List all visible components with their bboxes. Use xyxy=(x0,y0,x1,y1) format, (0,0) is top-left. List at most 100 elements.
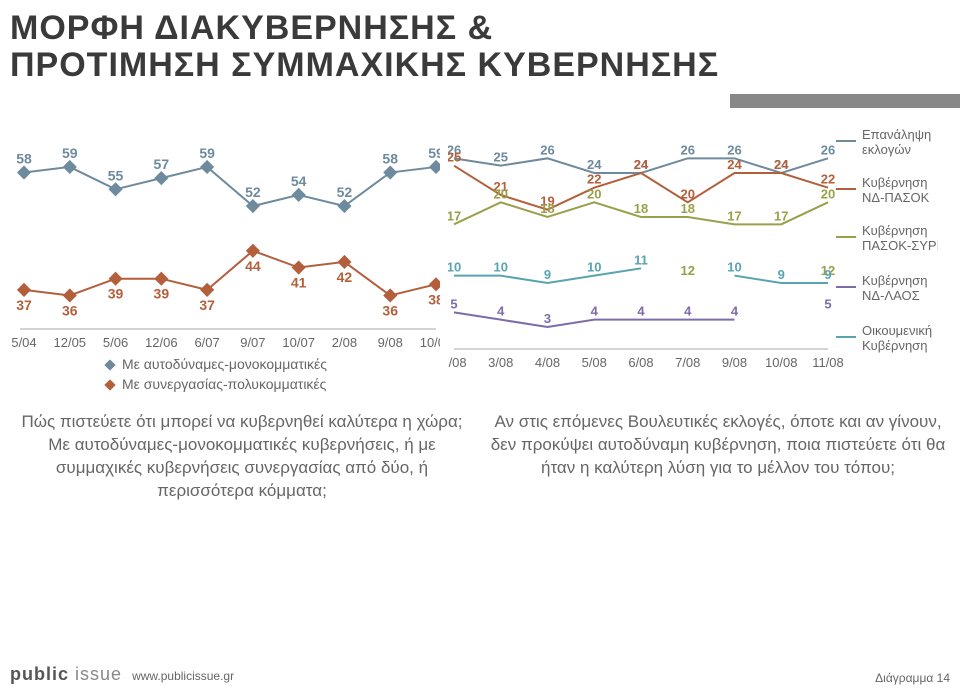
svg-text:9/08: 9/08 xyxy=(722,355,747,370)
svg-text:20: 20 xyxy=(681,186,695,201)
svg-text:38: 38 xyxy=(428,291,440,307)
svg-text:5/04: 5/04 xyxy=(11,335,36,350)
svg-text:10: 10 xyxy=(494,259,508,274)
svg-text:10/07: 10/07 xyxy=(282,335,315,350)
svg-text:10: 10 xyxy=(727,259,741,274)
svg-text:59: 59 xyxy=(199,145,215,161)
svg-text:9/08: 9/08 xyxy=(378,335,403,350)
svg-text:22: 22 xyxy=(821,171,835,186)
title-line-2: ΠΡΟΤΙΜΗΣΗ ΣΥΜΜΑΧΙΚΗΣ ΚΥΒΕΡΝΗΣΗΣ xyxy=(10,47,960,84)
svg-text:24: 24 xyxy=(634,157,649,172)
svg-text:9: 9 xyxy=(778,267,785,282)
svg-text:41: 41 xyxy=(291,274,307,290)
svg-text:55: 55 xyxy=(108,167,124,183)
svg-text:22: 22 xyxy=(587,171,601,186)
svg-text:18: 18 xyxy=(540,201,554,216)
svg-text:Με αυτοδύναμες-μονοκομματικές: Με αυτοδύναμες-μονοκομματικές xyxy=(122,356,327,372)
svg-text:10: 10 xyxy=(587,259,601,274)
svg-text:59: 59 xyxy=(428,145,440,161)
svg-text:59: 59 xyxy=(62,145,78,161)
svg-text:17: 17 xyxy=(774,208,788,223)
svg-text:18: 18 xyxy=(634,201,648,216)
svg-text:42: 42 xyxy=(337,269,353,285)
svg-text:39: 39 xyxy=(108,285,124,301)
brand: public issue www.publicissue.gr xyxy=(10,664,234,685)
slide-number: Διάγραμμα 14 xyxy=(875,671,950,685)
svg-text:58: 58 xyxy=(16,150,32,166)
svg-text:58: 58 xyxy=(382,150,398,166)
svg-text:6/08: 6/08 xyxy=(628,355,653,370)
footer-url: www.publicissue.gr xyxy=(132,669,234,683)
svg-text:ΝΔ-ΛΑΟΣ: ΝΔ-ΛΑΟΣ xyxy=(862,288,920,303)
svg-text:36: 36 xyxy=(382,302,398,318)
svg-text:3: 3 xyxy=(544,311,551,326)
svg-text:17: 17 xyxy=(448,208,461,223)
svg-text:24: 24 xyxy=(727,157,742,172)
svg-text:5/08: 5/08 xyxy=(582,355,607,370)
svg-text:25: 25 xyxy=(448,149,461,164)
svg-text:39: 39 xyxy=(154,285,170,301)
svg-text:24: 24 xyxy=(774,157,789,172)
svg-text:4: 4 xyxy=(637,303,645,318)
svg-text:17: 17 xyxy=(727,208,741,223)
svg-text:12: 12 xyxy=(681,263,695,278)
svg-text:36: 36 xyxy=(62,302,78,318)
svg-text:11/08: 11/08 xyxy=(812,355,844,370)
svg-text:4: 4 xyxy=(591,303,599,318)
svg-text:4: 4 xyxy=(731,303,739,318)
svg-text:26: 26 xyxy=(727,142,741,157)
svg-text:52: 52 xyxy=(245,184,261,200)
svg-text:9/07: 9/07 xyxy=(240,335,265,350)
svg-text:20: 20 xyxy=(494,186,508,201)
svg-text:52: 52 xyxy=(337,184,353,200)
title-line-1: ΜΟΡΦΗ ΔΙΑΚΥΒΕΡΝΗΣΗΣ & xyxy=(10,10,960,47)
svg-text:11: 11 xyxy=(634,252,648,267)
svg-text:6/07: 6/07 xyxy=(194,335,219,350)
footer: public issue www.publicissue.gr Διάγραμμ… xyxy=(10,664,950,685)
svg-text:37: 37 xyxy=(16,297,32,313)
svg-text:2/08: 2/08 xyxy=(448,355,467,370)
svg-text:Κυβέρνηση: Κυβέρνηση xyxy=(862,273,927,288)
brand-light: issue xyxy=(75,664,122,684)
title-accent-bar xyxy=(730,94,960,108)
svg-text:Επανάληψη: Επανάληψη xyxy=(862,127,931,142)
svg-text:20: 20 xyxy=(587,186,601,201)
svg-text:Οικουμενική: Οικουμενική xyxy=(862,323,932,338)
right-line-chart: 2625262424262624262521192224202424221720… xyxy=(448,119,938,399)
svg-text:10/08: 10/08 xyxy=(420,335,440,350)
svg-text:5: 5 xyxy=(450,296,457,311)
svg-text:εκλογών: εκλογών xyxy=(862,142,911,157)
svg-text:4/08: 4/08 xyxy=(535,355,560,370)
svg-text:10: 10 xyxy=(448,259,461,274)
svg-text:Κυβέρνηση: Κυβέρνηση xyxy=(862,175,927,190)
charts-row: 5859555759525452585937363939374441423638… xyxy=(0,91,960,399)
svg-text:37: 37 xyxy=(199,297,215,313)
svg-text:Κυβέρνηση: Κυβέρνηση xyxy=(862,223,927,238)
svg-text:12/06: 12/06 xyxy=(145,335,178,350)
svg-text:9: 9 xyxy=(824,267,831,282)
svg-text:7/08: 7/08 xyxy=(675,355,700,370)
svg-text:ΠΑΣΟΚ-ΣΥΡΙΖΑ: ΠΑΣΟΚ-ΣΥΡΙΖΑ xyxy=(862,238,938,253)
svg-text:12/05: 12/05 xyxy=(54,335,87,350)
brand-bold: public xyxy=(10,664,69,684)
question-left: Πώς πιστεύετε ότι μπορεί να κυβερνηθεί κ… xyxy=(14,411,470,503)
svg-text:2/08: 2/08 xyxy=(332,335,357,350)
question-right: Αν στις επόμενες Βουλευτικές εκλογές, όπ… xyxy=(490,411,946,503)
questions-row: Πώς πιστεύετε ότι μπορεί να κυβερνηθεί κ… xyxy=(0,399,960,503)
svg-text:57: 57 xyxy=(154,156,170,172)
svg-text:20: 20 xyxy=(821,186,835,201)
svg-text:26: 26 xyxy=(681,142,695,157)
svg-text:26: 26 xyxy=(540,142,554,157)
svg-text:26: 26 xyxy=(821,142,835,157)
svg-text:Κυβέρνηση: Κυβέρνηση xyxy=(862,338,927,353)
svg-text:4: 4 xyxy=(497,303,505,318)
left-line-chart: 5859555759525452585937363939374441423638… xyxy=(10,119,440,399)
page-title: ΜΟΡΦΗ ΔΙΑΚΥΒΕΡΝΗΣΗΣ & ΠΡΟΤΙΜΗΣΗ ΣΥΜΜΑΧΙΚ… xyxy=(0,0,960,91)
svg-text:3/08: 3/08 xyxy=(488,355,513,370)
svg-text:ΝΔ-ΠΑΣΟΚ: ΝΔ-ΠΑΣΟΚ xyxy=(862,190,930,205)
svg-text:10/08: 10/08 xyxy=(765,355,798,370)
svg-text:24: 24 xyxy=(587,157,602,172)
svg-text:5/06: 5/06 xyxy=(103,335,128,350)
svg-text:44: 44 xyxy=(245,258,261,274)
svg-text:9: 9 xyxy=(544,267,551,282)
